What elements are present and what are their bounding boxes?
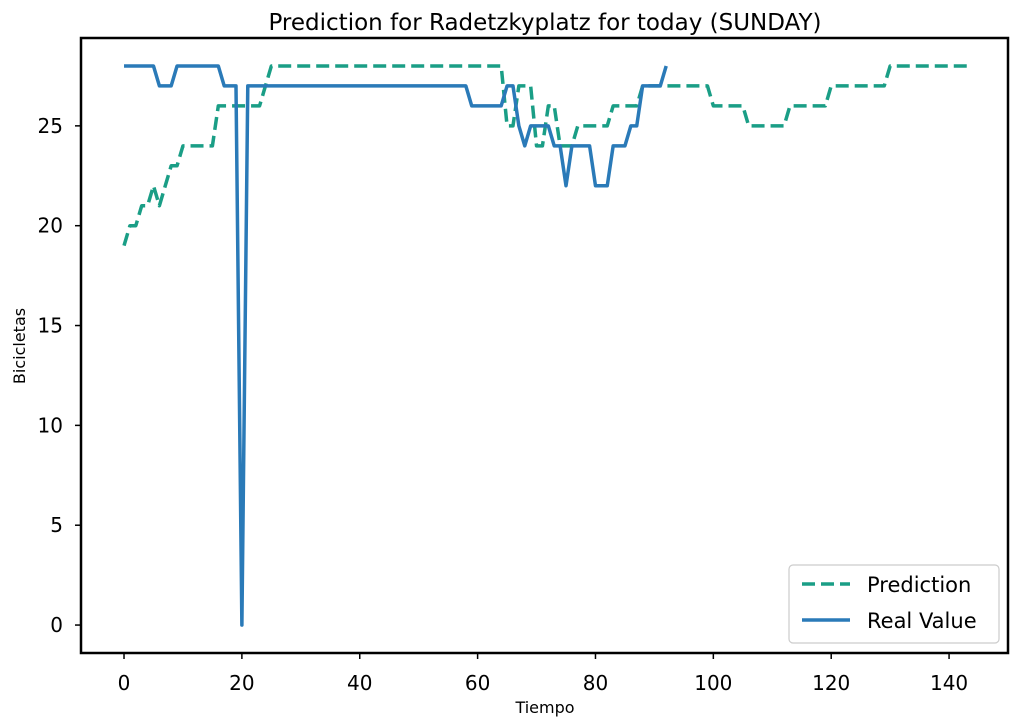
- x-tick-label: 20: [229, 671, 254, 695]
- series-line-real-value: [124, 64, 668, 627]
- y-axis-label: Bicicletas: [10, 308, 29, 384]
- x-tick-label: 140: [930, 671, 968, 695]
- x-axis-ticks: 0 20 40 60 80 100 120 140: [118, 653, 968, 695]
- x-tick-label: 120: [812, 671, 850, 695]
- y-axis-ticks: 0 5 10 15 20 25: [38, 114, 81, 637]
- x-tick-label: 100: [694, 671, 732, 695]
- legend: Prediction Real Value: [788, 564, 1000, 644]
- legend-label-real-value: Real Value: [867, 609, 977, 633]
- y-tick-label: 10: [38, 413, 63, 437]
- x-tick-label: 60: [465, 671, 490, 695]
- legend-label-prediction: Prediction: [867, 573, 971, 597]
- y-tick-label: 15: [38, 314, 63, 338]
- y-tick-label: 25: [38, 114, 63, 138]
- chart-title: Prediction for Radetzkyplatz for today (…: [268, 10, 821, 36]
- plot-frame: [79, 36, 1010, 655]
- x-tick-label: 40: [347, 671, 372, 695]
- x-tick-label: 0: [118, 671, 131, 695]
- y-tick-label: 0: [50, 613, 63, 637]
- x-axis-label: Tiempo: [514, 698, 574, 717]
- series-line-prediction: [122, 64, 967, 247]
- plot-lines: [122, 64, 967, 627]
- y-tick-label: 5: [50, 513, 63, 537]
- x-tick-label: 80: [583, 671, 608, 695]
- y-tick-label: 20: [38, 214, 63, 238]
